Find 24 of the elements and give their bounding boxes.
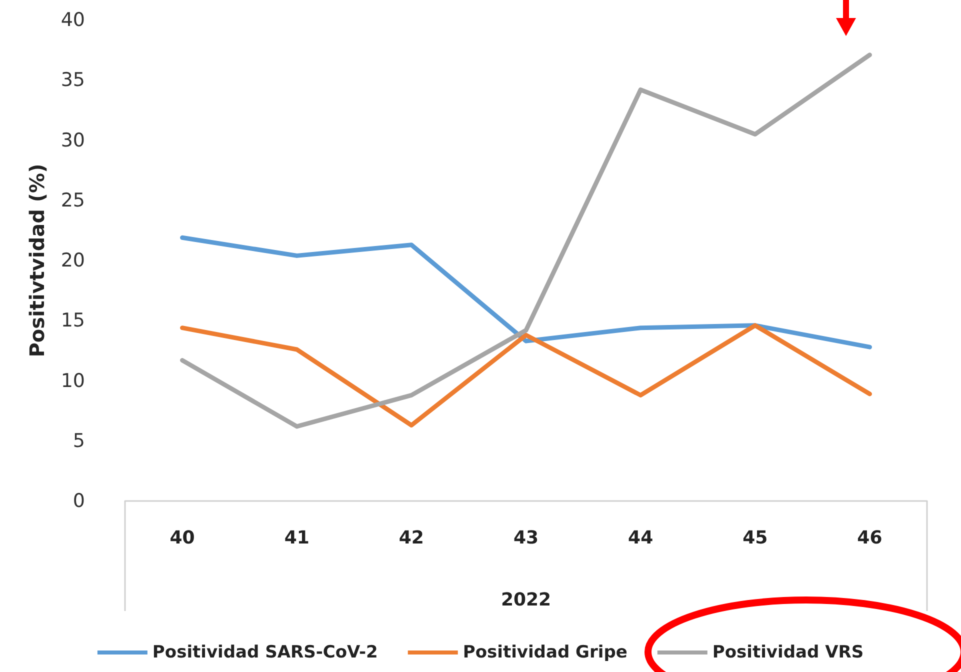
x-tick-label: 42	[398, 528, 424, 548]
y-tick-label: 30	[60, 129, 85, 152]
y-tick-label: 20	[60, 250, 85, 272]
x-axis-title: 2022	[500, 590, 552, 610]
x-tick-label: 41	[284, 528, 310, 548]
line-series	[180, 52, 872, 429]
y-tick-label: 10	[60, 370, 85, 392]
x-tick-label: 46	[857, 528, 882, 548]
legend-label: Positividad SARS-CoV-2	[152, 642, 378, 662]
y-axis-title: Positivtvidad (%)	[25, 164, 49, 358]
x-tick-label: 40	[170, 528, 195, 548]
legend-label: Positividad VRS	[712, 642, 864, 662]
x-tick-label: 43	[513, 528, 539, 548]
line-series	[180, 235, 872, 350]
y-tick-label: 0	[72, 490, 85, 512]
y-tick-label: 40	[60, 9, 85, 31]
legend-label: Positividad Gripe	[462, 642, 628, 662]
line-series	[180, 323, 872, 428]
y-tick-label: 35	[60, 69, 85, 92]
y-tick-label: 25	[60, 189, 85, 212]
y-tick-label: 5	[72, 430, 85, 452]
x-tick-label: 45	[742, 528, 768, 548]
x-tick-label: 44	[628, 528, 654, 548]
y-tick-label: 15	[60, 310, 85, 332]
